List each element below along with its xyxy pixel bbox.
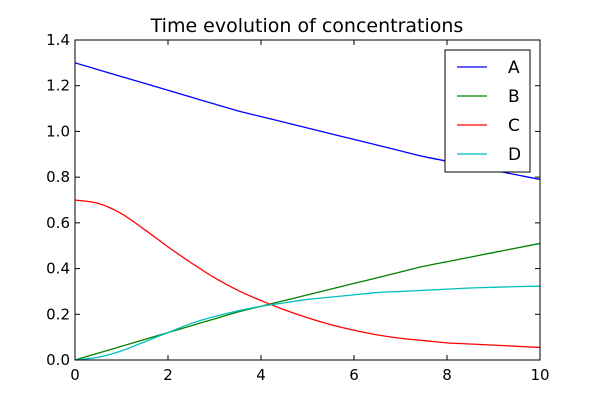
legend-label-A: A — [508, 58, 520, 78]
y-tick-label: 0.8 — [46, 168, 70, 186]
legend-label-C: C — [508, 116, 520, 136]
series-line-B — [75, 242, 540, 360]
x-tick-label: 8 — [442, 366, 452, 384]
axes-frame — [74, 39, 541, 361]
series-line-D — [75, 285, 540, 360]
y-tick-label: 1.0 — [46, 122, 70, 140]
x-tick-label: 6 — [349, 366, 359, 384]
x-tick-label: 2 — [163, 366, 173, 384]
y-tick-label: 0.6 — [46, 214, 70, 232]
x-tick-label: 0 — [70, 366, 80, 384]
y-tick-label: 1.4 — [46, 31, 70, 49]
y-tick-label: 0.4 — [46, 260, 70, 278]
series-line-C — [75, 199, 540, 349]
legend-label-D: D — [508, 145, 521, 165]
x-tick-label: 4 — [256, 366, 266, 384]
y-tick-label: 1.2 — [46, 77, 70, 95]
legend-box — [444, 49, 531, 173]
y-tick-label: 0.2 — [46, 305, 70, 323]
x-tick-label: 10 — [530, 366, 549, 384]
y-tick-label: 0.0 — [46, 351, 70, 369]
legend-label-B: B — [508, 87, 520, 107]
chart-title: Time evolution of concentrations — [150, 15, 464, 37]
